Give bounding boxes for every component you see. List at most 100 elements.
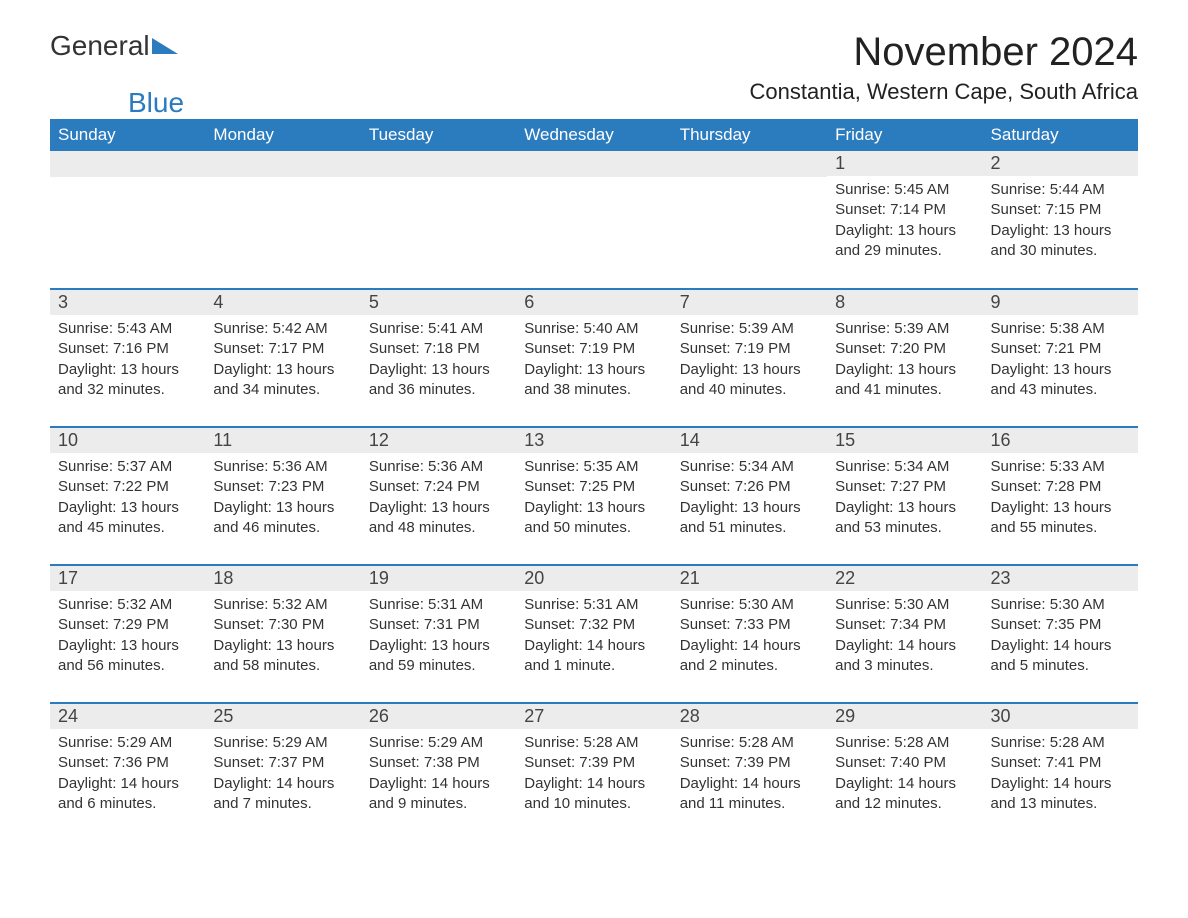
day-dl1: Daylight: 14 hours [680,774,819,794]
day-dl2: and 53 minutes. [835,518,974,538]
day-sunrise: Sunrise: 5:31 AM [369,595,508,615]
day-dl1: Daylight: 13 hours [58,498,197,518]
day-sunrise: Sunrise: 5:29 AM [213,733,352,753]
day-body: Sunrise: 5:36 AMSunset: 7:23 PMDaylight:… [205,453,360,546]
weekday-header: Saturday [983,119,1138,151]
day-sunset: Sunset: 7:22 PM [58,477,197,497]
day-dl1: Daylight: 14 hours [58,774,197,794]
day-sunset: Sunset: 7:36 PM [58,753,197,773]
day-body: Sunrise: 5:28 AMSunset: 7:39 PMDaylight:… [516,729,671,822]
day-dl1: Daylight: 13 hours [835,221,974,241]
day-dl2: and 29 minutes. [835,241,974,261]
day-body: Sunrise: 5:28 AMSunset: 7:41 PMDaylight:… [983,729,1138,822]
calendar-day-cell: 8Sunrise: 5:39 AMSunset: 7:20 PMDaylight… [827,289,982,427]
day-dl2: and 46 minutes. [213,518,352,538]
day-body: Sunrise: 5:32 AMSunset: 7:29 PMDaylight:… [50,591,205,684]
day-sunset: Sunset: 7:19 PM [680,339,819,359]
page-title: November 2024 [853,30,1138,75]
day-body: Sunrise: 5:29 AMSunset: 7:38 PMDaylight:… [361,729,516,822]
day-dl2: and 51 minutes. [680,518,819,538]
day-body: Sunrise: 5:33 AMSunset: 7:28 PMDaylight:… [983,453,1138,546]
day-sunset: Sunset: 7:19 PM [524,339,663,359]
weekday-header: Thursday [672,119,827,151]
day-number: 28 [672,704,827,729]
day-dl1: Daylight: 13 hours [991,498,1130,518]
day-sunrise: Sunrise: 5:28 AM [835,733,974,753]
day-dl2: and 5 minutes. [991,656,1130,676]
calendar-day-cell: 28Sunrise: 5:28 AMSunset: 7:39 PMDayligh… [672,703,827,841]
day-dl2: and 12 minutes. [835,794,974,814]
calendar-day-cell: 4Sunrise: 5:42 AMSunset: 7:17 PMDaylight… [205,289,360,427]
day-number: 30 [983,704,1138,729]
day-body: Sunrise: 5:43 AMSunset: 7:16 PMDaylight:… [50,315,205,408]
day-number: 16 [983,428,1138,453]
day-sunrise: Sunrise: 5:45 AM [835,180,974,200]
calendar-day-cell: 24Sunrise: 5:29 AMSunset: 7:36 PMDayligh… [50,703,205,841]
day-sunset: Sunset: 7:26 PM [680,477,819,497]
day-body: Sunrise: 5:29 AMSunset: 7:36 PMDaylight:… [50,729,205,822]
logo-text-b: Blue [128,87,184,119]
day-sunrise: Sunrise: 5:28 AM [524,733,663,753]
calendar-day-cell: 27Sunrise: 5:28 AMSunset: 7:39 PMDayligh… [516,703,671,841]
day-sunset: Sunset: 7:29 PM [58,615,197,635]
day-sunset: Sunset: 7:17 PM [213,339,352,359]
day-sunrise: Sunrise: 5:44 AM [991,180,1130,200]
calendar-day-cell [516,151,671,289]
day-body: Sunrise: 5:30 AMSunset: 7:34 PMDaylight:… [827,591,982,684]
day-body: Sunrise: 5:38 AMSunset: 7:21 PMDaylight:… [983,315,1138,408]
day-number: 2 [983,151,1138,176]
day-sunrise: Sunrise: 5:30 AM [680,595,819,615]
day-sunrise: Sunrise: 5:29 AM [58,733,197,753]
day-sunset: Sunset: 7:40 PM [835,753,974,773]
day-number: 27 [516,704,671,729]
day-dl1: Daylight: 13 hours [991,360,1130,380]
day-sunset: Sunset: 7:35 PM [991,615,1130,635]
day-sunrise: Sunrise: 5:38 AM [991,319,1130,339]
day-dl2: and 7 minutes. [213,794,352,814]
day-dl1: Daylight: 13 hours [213,498,352,518]
day-number-empty [361,151,516,177]
day-dl1: Daylight: 14 hours [680,636,819,656]
day-dl1: Daylight: 14 hours [524,774,663,794]
calendar-day-cell [205,151,360,289]
day-body: Sunrise: 5:31 AMSunset: 7:31 PMDaylight:… [361,591,516,684]
calendar-week-row: 1Sunrise: 5:45 AMSunset: 7:14 PMDaylight… [50,151,1138,289]
day-sunset: Sunset: 7:33 PM [680,615,819,635]
day-dl2: and 55 minutes. [991,518,1130,538]
day-dl1: Daylight: 13 hours [369,498,508,518]
day-body: Sunrise: 5:34 AMSunset: 7:26 PMDaylight:… [672,453,827,546]
day-body: Sunrise: 5:30 AMSunset: 7:35 PMDaylight:… [983,591,1138,684]
logo-sub: Blue [128,87,184,119]
calendar-day-cell: 18Sunrise: 5:32 AMSunset: 7:30 PMDayligh… [205,565,360,703]
calendar-day-cell: 30Sunrise: 5:28 AMSunset: 7:41 PMDayligh… [983,703,1138,841]
day-dl1: Daylight: 13 hours [680,498,819,518]
day-dl2: and 45 minutes. [58,518,197,538]
day-dl1: Daylight: 13 hours [58,636,197,656]
day-body: Sunrise: 5:32 AMSunset: 7:30 PMDaylight:… [205,591,360,684]
calendar-body: 1Sunrise: 5:45 AMSunset: 7:14 PMDaylight… [50,151,1138,841]
day-number: 8 [827,290,982,315]
day-dl2: and 10 minutes. [524,794,663,814]
day-sunrise: Sunrise: 5:29 AM [369,733,508,753]
day-dl1: Daylight: 13 hours [213,360,352,380]
day-dl1: Daylight: 13 hours [835,498,974,518]
day-body: Sunrise: 5:40 AMSunset: 7:19 PMDaylight:… [516,315,671,408]
day-dl1: Daylight: 13 hours [213,636,352,656]
day-sunrise: Sunrise: 5:42 AM [213,319,352,339]
day-number: 26 [361,704,516,729]
calendar-week-row: 3Sunrise: 5:43 AMSunset: 7:16 PMDaylight… [50,289,1138,427]
day-sunrise: Sunrise: 5:36 AM [213,457,352,477]
logo: General [50,30,178,62]
day-dl2: and 40 minutes. [680,380,819,400]
day-dl2: and 32 minutes. [58,380,197,400]
calendar-day-cell: 14Sunrise: 5:34 AMSunset: 7:26 PMDayligh… [672,427,827,565]
day-sunset: Sunset: 7:16 PM [58,339,197,359]
day-number: 14 [672,428,827,453]
day-dl2: and 11 minutes. [680,794,819,814]
day-dl1: Daylight: 13 hours [680,360,819,380]
day-dl2: and 34 minutes. [213,380,352,400]
calendar-day-cell: 22Sunrise: 5:30 AMSunset: 7:34 PMDayligh… [827,565,982,703]
day-sunset: Sunset: 7:15 PM [991,200,1130,220]
day-sunset: Sunset: 7:31 PM [369,615,508,635]
day-dl2: and 56 minutes. [58,656,197,676]
